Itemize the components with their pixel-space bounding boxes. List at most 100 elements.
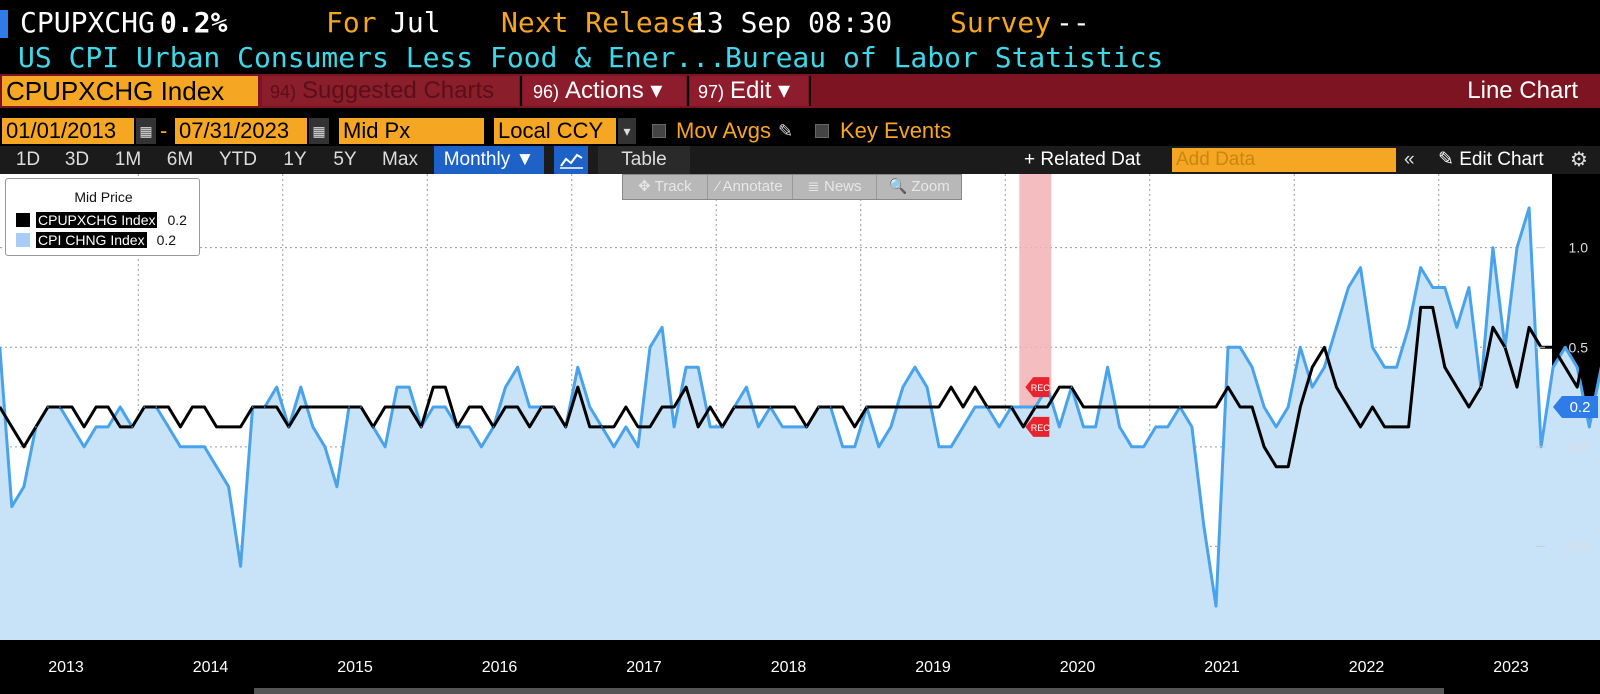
mov-avgs-label[interactable]: Mov Avgs [676, 118, 771, 143]
horizontal-scrollbar[interactable] [254, 688, 1444, 694]
end-date-field[interactable]: 07/31/2023 [175, 118, 307, 144]
security-field[interactable]: CPUPXCHG Index [2, 76, 258, 106]
headline-point [1588, 426, 1591, 428]
headline-point [1106, 366, 1109, 368]
core-point [1576, 386, 1579, 388]
legend-item-headline[interactable]: CPI CHNG Index 0.2 [16, 231, 176, 249]
core-point [191, 406, 194, 408]
headline-point [962, 426, 964, 428]
headline-point [336, 485, 338, 488]
range-6m[interactable]: 6M [166, 149, 194, 170]
headline-point [492, 426, 495, 428]
collapse-icon[interactable]: « [1404, 149, 1415, 170]
headline-point [444, 406, 447, 408]
line-chart-icon[interactable] [554, 146, 588, 174]
y-tick-label: -0.5 [1564, 538, 1588, 554]
headline-point [312, 426, 314, 428]
track-tool[interactable]: ✥ Track [623, 175, 708, 199]
edit-chart-button[interactable]: ✎ Edit Chart [1438, 149, 1544, 170]
key-events-label[interactable]: Key Events [840, 118, 952, 143]
x-tick-label: 2013 [48, 659, 84, 676]
headline-point [1323, 366, 1326, 368]
headline-point [757, 426, 760, 428]
headline-point [167, 426, 170, 428]
edit-menu[interactable]: 97) Edit ▾ [690, 76, 808, 106]
recession-flag-label: REC [1031, 423, 1051, 433]
core-point [95, 406, 97, 408]
next-release-value: 13 Sep 08:30 [690, 6, 893, 39]
range-max[interactable]: Max [382, 149, 418, 170]
core-point [300, 406, 302, 408]
table-button[interactable]: Table [598, 146, 690, 174]
core-point [1118, 406, 1121, 408]
pencil-icon[interactable]: ✎ [778, 121, 794, 141]
add-data-input[interactable]: Add Data [1172, 148, 1396, 172]
legend-title: Mid Price [74, 189, 133, 205]
range-5y[interactable]: 5Y [333, 149, 357, 170]
headline-point [71, 426, 73, 428]
currency-select[interactable]: Local CCY [494, 118, 616, 144]
start-date-field[interactable]: 01/01/2013 [2, 118, 134, 144]
headline-point [998, 426, 1001, 428]
recession-flag [1025, 416, 1050, 437]
last-value-tag [1553, 396, 1598, 418]
zoom-tool[interactable]: 🔍 Zoom [888, 178, 950, 195]
actions-menu[interactable]: 96) Actions ▾ [523, 76, 686, 106]
range-ytd[interactable]: YTD [219, 149, 257, 170]
core-point [167, 406, 170, 408]
core-point [962, 406, 964, 408]
headline-area-fill [0, 207, 1600, 640]
headline-point [1227, 346, 1229, 349]
y-tick-label: 0.0 [1569, 439, 1589, 455]
range-1m[interactable]: 1M [114, 149, 142, 170]
headline-point [95, 426, 97, 428]
core-point [709, 406, 712, 408]
next-release-label: Next Release [501, 6, 704, 39]
price-field-select[interactable]: Mid Px [339, 118, 484, 144]
core-point [71, 406, 73, 408]
headline-point [769, 406, 772, 408]
start-date-calendar-icon[interactable]: ▦ [136, 118, 156, 144]
core-point [215, 426, 218, 428]
annotate-tool[interactable]: ⁄ Annotate [708, 175, 793, 199]
related-data-button[interactable]: + Related Dat [1024, 149, 1141, 170]
end-date-calendar-icon[interactable]: ▦ [309, 118, 329, 144]
core-point [384, 406, 386, 408]
legend-item-core[interactable]: CPUPXCHG Index 0.2 [16, 211, 187, 229]
headline-point [1528, 207, 1530, 209]
headline-point [1383, 366, 1386, 368]
x-tick-label: 2014 [193, 659, 229, 676]
headline-point [540, 406, 543, 408]
suggested-charts-menu[interactable]: 94) Suggested Charts [262, 76, 519, 106]
headline-point [1130, 446, 1133, 448]
menu-divider [809, 76, 811, 106]
headline-point [239, 565, 242, 568]
ticker-symbol[interactable]: CPUPXCHG [20, 6, 155, 39]
headline-point [215, 465, 218, 468]
core-point [336, 406, 338, 408]
gear-icon[interactable]: ⚙ [1570, 149, 1588, 171]
headline-point [589, 406, 591, 408]
headline-point [432, 406, 435, 408]
core-point [950, 386, 952, 388]
core-point [841, 406, 844, 408]
cpi-line-chart[interactable]: 2013 2014 2015 2016 2017 2018 2019 2020 2021 2022… [0, 174, 1600, 694]
core-point [637, 426, 639, 428]
mov-avgs-checkbox[interactable] [652, 124, 666, 138]
headline-point [721, 426, 724, 428]
headline-point [1070, 386, 1073, 388]
range-1d[interactable]: 1D [15, 149, 41, 170]
range-3d[interactable]: 3D [64, 149, 90, 170]
chart-legend[interactable]: Mid Price CPUPXCHG Index 0.2 CPI CHNG Ind… [5, 178, 200, 256]
core-point [625, 406, 627, 408]
range-1y[interactable]: 1Y [283, 149, 307, 170]
core-point [661, 406, 663, 408]
headline-point [745, 386, 748, 388]
key-events-checkbox[interactable] [815, 124, 829, 138]
news-tool[interactable]: ≣ News [793, 175, 878, 199]
core-point [1347, 406, 1350, 408]
periodicity-select[interactable]: Monthly ▼ [434, 146, 544, 174]
chevron-down-icon[interactable]: ▾ [618, 118, 636, 144]
for-value: Jul [390, 6, 441, 39]
annotations: REC REC 0.2 [1025, 377, 1598, 437]
